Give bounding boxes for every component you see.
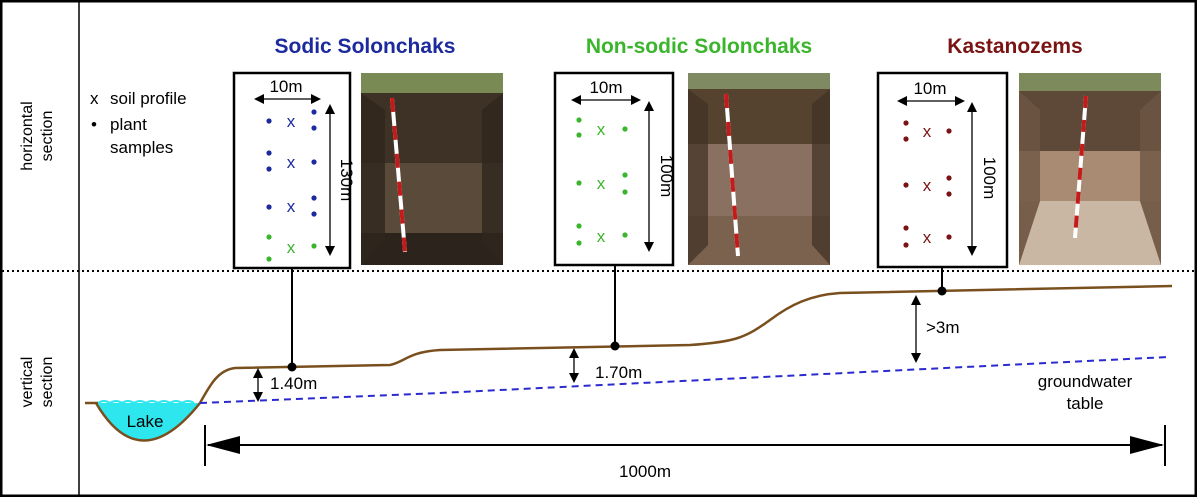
- plant-sample-dot: [311, 109, 317, 115]
- plant-sample-dot: [266, 166, 272, 172]
- plant-sample-dot: [576, 117, 582, 123]
- soil-profile-photo-kastanozems: [1019, 73, 1161, 265]
- lake-basin: [94, 402, 201, 442]
- soil-profile-photo-nonsodic: [688, 73, 830, 265]
- plant-sample-dot: [266, 256, 272, 262]
- plant-sample-dot: [903, 242, 909, 248]
- depth-label-nonsodic: 1.70m: [595, 363, 642, 382]
- samples-nonsodic: x x x: [576, 117, 628, 246]
- plant-sample-dot: [576, 240, 582, 246]
- horizontal-section-line1: horizontal: [19, 101, 36, 170]
- plant-sample-dot: [946, 128, 952, 134]
- plant-sample-dot: [266, 118, 272, 124]
- plant-sample-dot: [311, 243, 317, 249]
- vertical-section-label: vertical section: [19, 357, 56, 408]
- legend-dot-symbol: •: [91, 115, 97, 134]
- plant-sample-dot: [622, 232, 628, 238]
- groundwater-label-line1: groundwater: [1038, 372, 1133, 391]
- legend: x soil profile • plant samples: [90, 89, 187, 157]
- distance-label: 1000m: [619, 462, 671, 481]
- length-label-sodic: 130m: [337, 159, 356, 202]
- lake-water: [96, 403, 200, 441]
- vertical-section-line2: section: [39, 357, 56, 408]
- soil-profile-marker: x: [597, 120, 606, 139]
- plant-sample-dot: [311, 159, 317, 165]
- plant-sample-dot: [903, 182, 909, 188]
- depth-label-kastanozems: >3m: [926, 318, 960, 337]
- plant-sample-dot: [946, 234, 952, 240]
- plant-sample-dot: [311, 195, 317, 201]
- site-title-sodic: Sodic Solonchaks: [275, 35, 456, 58]
- legend-cross-symbol: x: [90, 89, 99, 108]
- groundwater-label-line2: table: [1067, 394, 1104, 413]
- plant-sample-dot: [903, 136, 909, 142]
- soil-profile-marker: x: [923, 176, 932, 195]
- soil-profile-marker: x: [597, 227, 606, 246]
- horizontal-section-label: horizontal section: [19, 101, 56, 170]
- length-label-nonsodic: 100m: [657, 155, 676, 198]
- plant-sample-dot: [622, 126, 628, 132]
- lake-label: Lake: [127, 412, 164, 431]
- plant-sample-dot: [576, 180, 582, 186]
- plant-sample-dot: [311, 211, 317, 217]
- soil-profile-marker: x: [287, 238, 296, 257]
- site-title-kastanozems: Kastanozems: [947, 35, 1082, 58]
- plot-box-nonsodic: [553, 71, 675, 267]
- plant-sample-dot: [266, 234, 272, 240]
- plant-sample-dot: [903, 120, 909, 126]
- legend-dot-text-1: plant: [110, 115, 147, 134]
- plant-sample-dot: [622, 172, 628, 178]
- lake-waves: [97, 400, 195, 405]
- plant-sample-dot: [946, 191, 952, 197]
- site-point-nonsodic: [610, 341, 620, 351]
- soil-profile-marker: x: [287, 153, 296, 172]
- soil-profile-marker: x: [923, 228, 932, 247]
- plant-sample-dot: [622, 189, 628, 195]
- legend-cross-text: soil profile: [110, 89, 187, 108]
- groundwater-table-line: [199, 356, 1169, 404]
- plant-sample-dot: [903, 225, 909, 231]
- plant-sample-dot: [311, 125, 317, 131]
- site-point-sodic: [287, 362, 297, 372]
- width-label-nonsodic: 10m: [589, 78, 622, 97]
- ground-surface-line: [85, 284, 1173, 405]
- width-label-kastanozems: 10m: [913, 79, 946, 98]
- soil-profile-marker: x: [923, 122, 932, 141]
- vertical-section-line1: vertical: [19, 357, 36, 408]
- plant-sample-dot: [266, 150, 272, 156]
- length-label-kastanozems: 100m: [980, 157, 999, 200]
- soil-profile-photo-sodic: [361, 73, 503, 265]
- samples-sodic: x x x x: [266, 109, 317, 262]
- horizontal-section-line2: section: [39, 111, 56, 162]
- legend-dot-text-2: samples: [110, 138, 173, 157]
- depth-label-sodic: 1.40m: [270, 374, 317, 393]
- site-title-nonsodic: Non-sodic Solonchaks: [586, 35, 812, 58]
- width-label-sodic: 10m: [269, 77, 302, 96]
- plant-sample-dot: [266, 204, 272, 210]
- plant-sample-dot: [576, 223, 582, 229]
- plant-sample-dot: [576, 132, 582, 138]
- plant-sample-dot: [946, 175, 952, 181]
- samples-kastanozems: x x x: [903, 120, 952, 248]
- site-point-kastanozems: [937, 286, 947, 296]
- soil-profile-marker: x: [287, 112, 296, 131]
- soil-profile-marker: x: [597, 174, 606, 193]
- soil-profile-marker: x: [287, 197, 296, 216]
